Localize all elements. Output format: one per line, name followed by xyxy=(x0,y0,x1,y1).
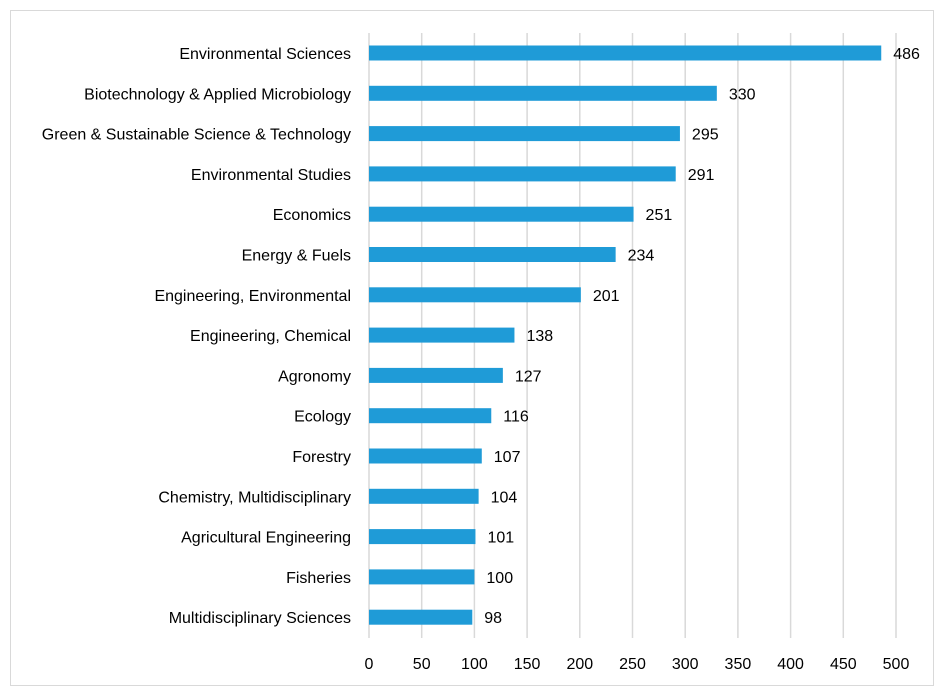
category-label: Fisheries xyxy=(286,570,351,587)
category-label: Chemistry, Multidisciplinary xyxy=(158,489,351,506)
x-tick-label: 200 xyxy=(566,656,593,673)
data-label: 330 xyxy=(729,86,756,103)
data-label: 201 xyxy=(593,288,620,305)
data-label: 98 xyxy=(484,610,502,627)
bar xyxy=(369,448,482,464)
data-label: 107 xyxy=(494,449,521,466)
bar xyxy=(369,488,479,504)
bar xyxy=(369,85,717,101)
x-tick-label: 300 xyxy=(672,656,699,673)
category-label: Engineering, Environmental xyxy=(154,288,351,305)
chart-frame xyxy=(10,10,934,686)
bar xyxy=(369,45,882,61)
category-label: Green & Sustainable Science & Technology xyxy=(42,127,351,144)
category-label: Environmental Sciences xyxy=(179,46,351,63)
x-tick-label: 250 xyxy=(619,656,646,673)
x-tick-label: 400 xyxy=(777,656,804,673)
category-label: Agricultural Engineering xyxy=(181,530,351,547)
data-label: 138 xyxy=(526,328,553,345)
bar xyxy=(369,206,634,222)
bar xyxy=(369,529,476,545)
category-label: Engineering, Chemical xyxy=(190,328,351,345)
category-label: Multidisciplinary Sciences xyxy=(169,610,351,627)
data-label: 116 xyxy=(503,409,529,426)
category-label: Economics xyxy=(273,207,351,224)
category-label: Environmental Studies xyxy=(191,167,351,184)
data-label: 234 xyxy=(628,248,655,265)
bar xyxy=(369,247,616,262)
data-label: 100 xyxy=(486,570,513,587)
bar xyxy=(369,367,503,383)
bar xyxy=(369,569,475,585)
bar xyxy=(369,408,492,424)
x-tick-label: 50 xyxy=(413,656,431,673)
x-axis-tick-labels: 0 50 100 150 200 250 300 350 400 450 500 xyxy=(365,656,910,673)
x-tick-label: 0 xyxy=(365,656,374,673)
bar xyxy=(369,126,680,142)
data-label: 486 xyxy=(893,46,920,63)
data-labels: 486 330 295 291 251 234 201 138 127 116 107 104 101 1… xyxy=(484,46,920,627)
category-labels: Environmental Sciences Biotechnology & Ap… xyxy=(42,46,351,627)
bar xyxy=(369,166,676,182)
bars xyxy=(369,45,882,625)
category-label: Agronomy xyxy=(278,368,351,385)
data-label: 291 xyxy=(688,167,715,184)
category-label: Forestry xyxy=(292,449,351,466)
data-label: 101 xyxy=(487,530,514,547)
bar xyxy=(369,327,515,343)
x-tick-label: 450 xyxy=(830,656,857,673)
category-label: Energy & Fuels xyxy=(242,248,351,265)
data-label: 104 xyxy=(491,489,518,506)
bar xyxy=(369,287,581,303)
x-tick-label: 100 xyxy=(461,656,488,673)
x-tick-label: 150 xyxy=(514,656,541,673)
data-label: 295 xyxy=(692,127,719,144)
category-label: Ecology xyxy=(294,409,351,426)
x-tick-label: 350 xyxy=(725,656,752,673)
bar xyxy=(369,609,473,625)
data-label: 251 xyxy=(646,207,673,224)
x-tick-label: 500 xyxy=(883,656,910,673)
data-label: 127 xyxy=(515,368,542,385)
category-label: Biotechnology & Applied Microbiology xyxy=(84,86,351,103)
